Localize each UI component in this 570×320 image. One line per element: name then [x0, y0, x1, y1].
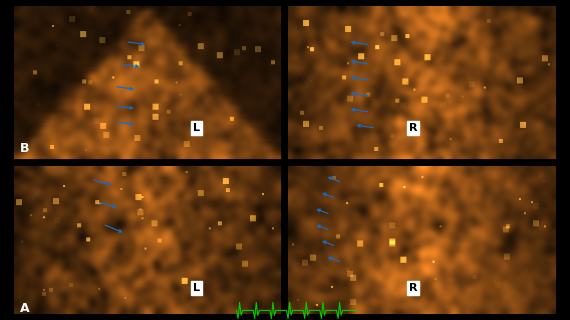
Text: A: A [20, 302, 30, 316]
Text: L: L [193, 283, 200, 293]
Text: B: B [20, 142, 30, 156]
Text: R: R [409, 123, 417, 133]
Text: L: L [193, 123, 200, 133]
Text: R: R [409, 283, 417, 293]
